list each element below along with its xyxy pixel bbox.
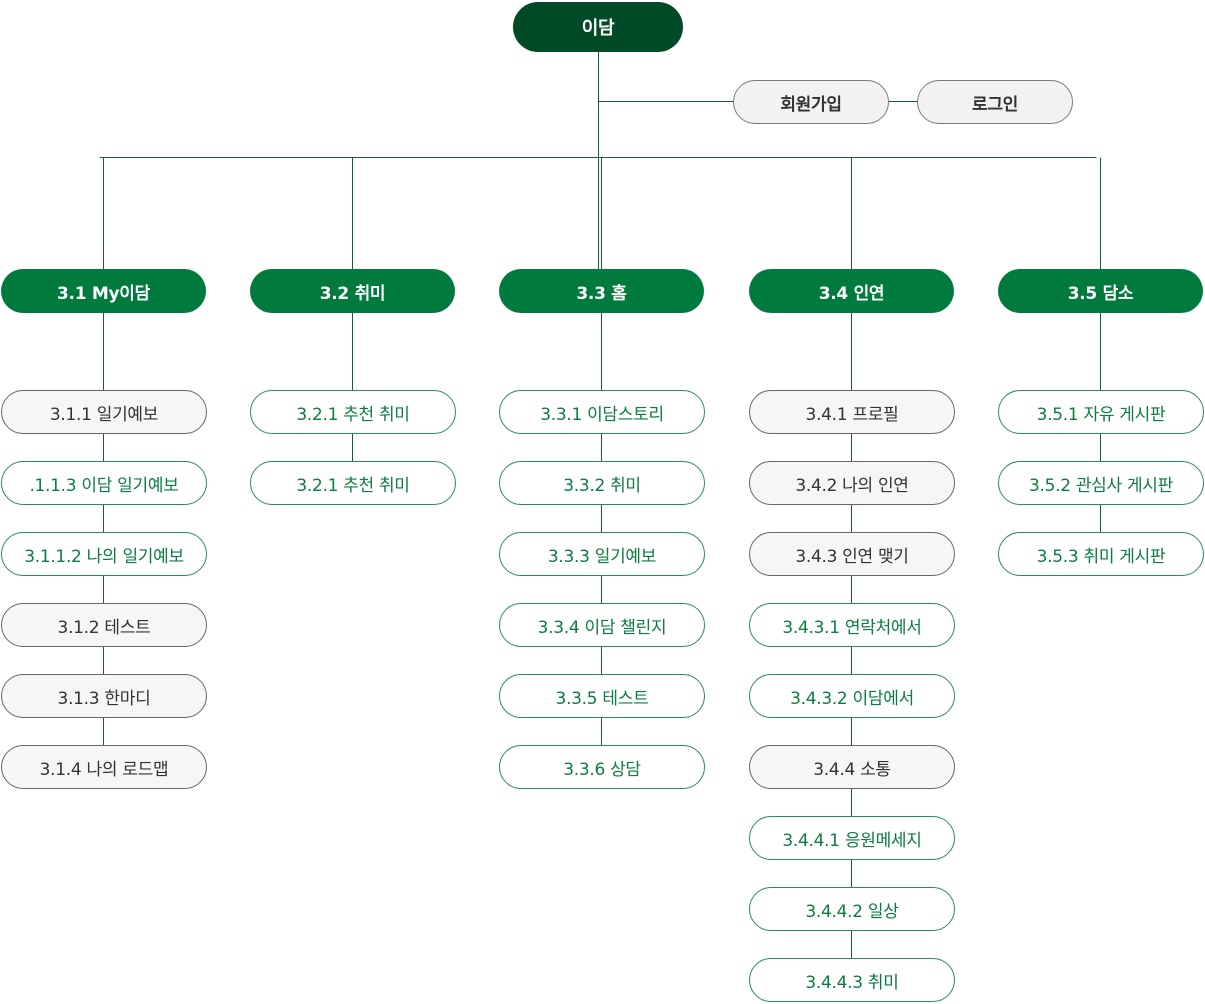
menu-item[interactable]: 3.2.1 추천 취미 [250,461,456,505]
section-home[interactable]: 3.3 홈 [499,269,704,313]
signup-node[interactable]: 회원가입 [733,80,889,124]
menu-item[interactable]: 3.1.2 테스트 [1,603,207,647]
menu-item[interactable]: 3.3.5 테스트 [499,674,705,718]
menu-item[interactable]: 3.1.4 나의 로드맵 [1,745,207,789]
menu-item[interactable]: 3.4.3.2 이담에서 [749,674,955,718]
login-node[interactable]: 로그인 [917,80,1073,124]
menu-item[interactable]: 3.5.2 관심사 게시판 [998,461,1204,505]
menu-item[interactable]: 3.4.4 소통 [749,745,955,789]
section-talk[interactable]: 3.5 담소 [998,269,1203,313]
menu-item[interactable]: 3.4.3.1 연락처에서 [749,603,955,647]
section-hobby[interactable]: 3.2 취미 [250,269,455,313]
menu-item[interactable]: 3.1.3 한마디 [1,674,207,718]
menu-item[interactable]: 3.5.1 자유 게시판 [998,390,1204,434]
menu-item[interactable]: 3.3.1 이담스토리 [499,390,705,434]
menu-item[interactable]: 3.3.3 일기예보 [499,532,705,576]
menu-item[interactable]: 3.1.1.2 나의 일기예보 [1,532,207,576]
menu-item[interactable]: 3.1.1 일기예보 [1,390,207,434]
menu-item[interactable]: 3.4.3 인연 맺기 [749,532,955,576]
menu-item[interactable]: 3.4.4.1 응원메세지 [749,816,955,860]
menu-item[interactable]: 3.4.2 나의 인연 [749,461,955,505]
menu-item[interactable]: 3.3.2 취미 [499,461,705,505]
menu-item[interactable]: .1.1.3 이담 일기예보 [1,461,207,505]
menu-item[interactable]: 3.2.1 추천 취미 [250,390,456,434]
menu-item[interactable]: 3.4.4.2 일상 [749,887,955,931]
menu-item[interactable]: 3.5.3 취미 게시판 [998,532,1204,576]
section-myidam[interactable]: 3.1 My이담 [1,269,206,313]
root-node[interactable]: 이담 [513,2,683,52]
section-relation[interactable]: 3.4 인연 [749,269,954,313]
menu-item[interactable]: 3.3.4 이담 챌린지 [499,603,705,647]
menu-item[interactable]: 3.4.4.3 취미 [749,958,955,1002]
menu-item[interactable]: 3.3.6 상담 [499,745,705,789]
menu-item[interactable]: 3.4.1 프로필 [749,390,955,434]
